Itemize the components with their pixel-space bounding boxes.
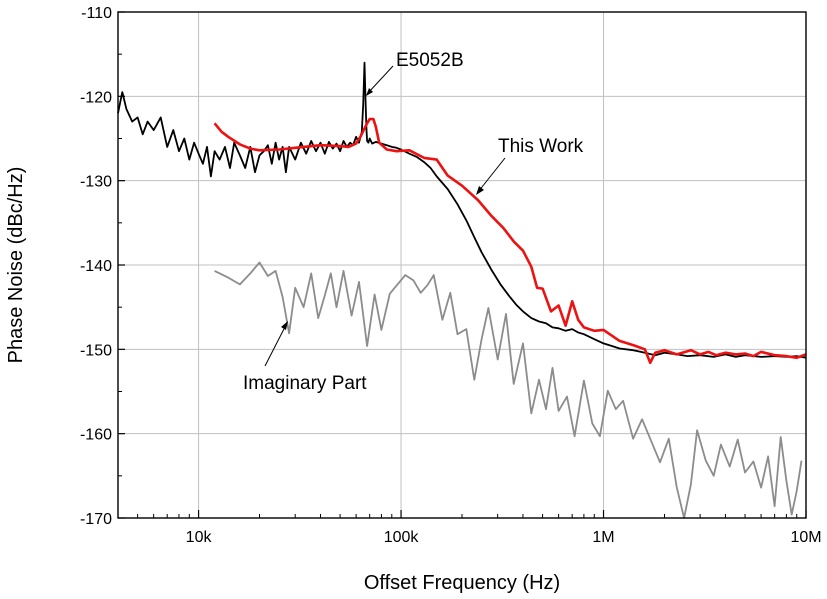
y-tick-label: -140 bbox=[80, 258, 112, 275]
this-work-label: This Work bbox=[498, 136, 584, 157]
x-tick-label: 10k bbox=[186, 529, 213, 546]
e5052b-series-line bbox=[117, 61, 807, 359]
imaginary-label: Imaginary Part bbox=[243, 373, 367, 394]
x-axis-title: Offset Frequency (Hz) bbox=[364, 572, 560, 594]
this-work-pointer bbox=[477, 157, 506, 193]
series-lines bbox=[117, 61, 807, 519]
e5052b-arrowhead bbox=[366, 88, 373, 96]
y-tick-label: -170 bbox=[80, 511, 112, 528]
y-tick-label: -160 bbox=[80, 427, 112, 444]
annotations: E5052B This Work Imaginary Part bbox=[243, 50, 584, 394]
this-work-series-line bbox=[213, 117, 807, 365]
grid-lines bbox=[118, 12, 806, 518]
y-tick-label: -110 bbox=[81, 5, 112, 22]
y-axis-title: Phase Noise (dBc/Hz) bbox=[5, 167, 27, 364]
axis-ticks: -110 -120 -130 -140 -150 -160 -170 10k 100k 1M 10M bbox=[80, 5, 822, 546]
x-tick-label: 1M bbox=[592, 529, 614, 546]
e5052b-pointer bbox=[367, 65, 394, 94]
e5052b-label: E5052B bbox=[396, 50, 464, 71]
y-tick-label: -120 bbox=[80, 89, 112, 106]
imaginary-pointer bbox=[264, 324, 287, 367]
x-tick-label: 10M bbox=[790, 529, 821, 546]
y-tick-label: -150 bbox=[80, 342, 112, 359]
imaginary-arrowhead bbox=[281, 321, 288, 330]
y-tick-label: -130 bbox=[80, 174, 112, 191]
this-work-arrowhead bbox=[476, 186, 484, 195]
imaginary-series-line bbox=[214, 261, 803, 519]
x-tick-label: 100k bbox=[384, 529, 420, 546]
